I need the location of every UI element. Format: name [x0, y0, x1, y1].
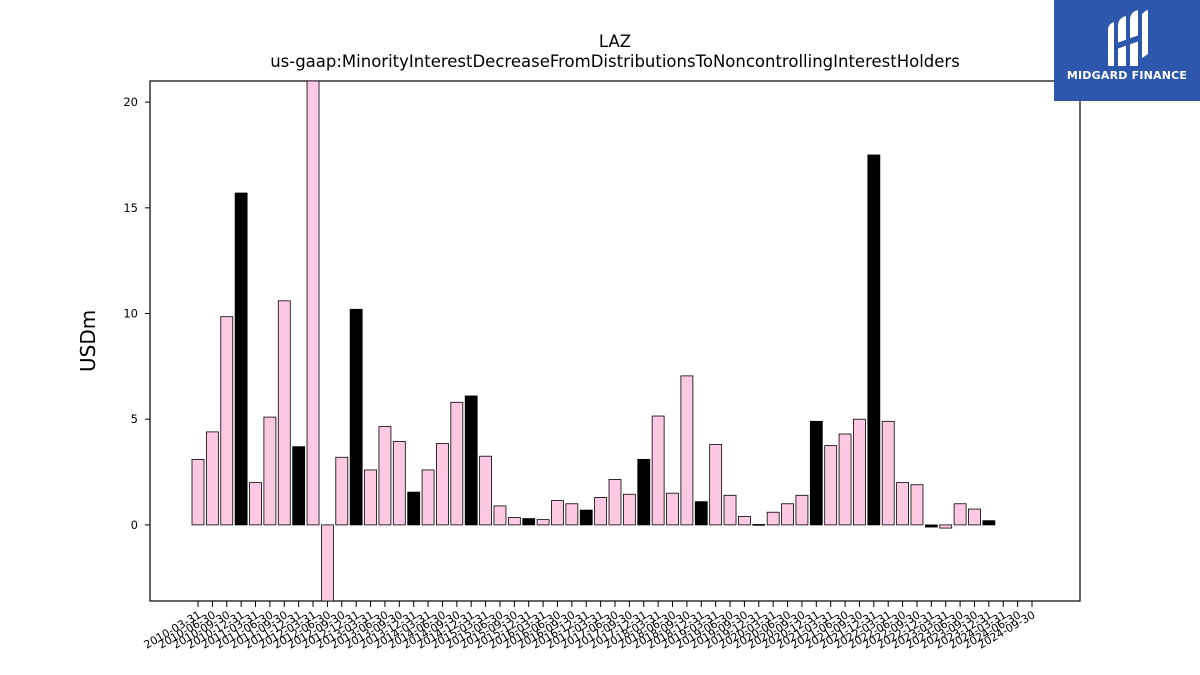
- y-tick-label: 10: [123, 307, 138, 321]
- y-tick-label: 15: [123, 201, 138, 215]
- bar: [651, 415, 665, 526]
- bar: [450, 401, 464, 526]
- bar: [551, 500, 564, 526]
- bar: [881, 420, 895, 526]
- bar: [565, 503, 579, 526]
- bar: [220, 316, 234, 526]
- bar: [292, 446, 306, 526]
- bar: [853, 418, 866, 526]
- bar: [421, 469, 435, 526]
- bar: [766, 511, 780, 526]
- bar: [709, 444, 723, 526]
- bar: [277, 300, 291, 526]
- bar: [191, 458, 205, 526]
- bar: [579, 509, 593, 526]
- bar: [392, 441, 406, 526]
- bar: [824, 445, 838, 526]
- bar: [234, 192, 248, 526]
- bar: [637, 458, 651, 526]
- bar: [666, 492, 679, 526]
- chart-subtitle: us-gaap:MinorityInterestDecreaseFromDist…: [270, 52, 960, 71]
- bar: [493, 505, 507, 526]
- bar: [809, 420, 823, 526]
- bar: [752, 524, 766, 526]
- y-tick-label: 0: [131, 518, 138, 532]
- bar: [321, 524, 334, 602]
- bar: [306, 80, 320, 526]
- bar: [335, 456, 349, 526]
- bar: [838, 433, 852, 526]
- bar: [795, 494, 809, 526]
- bar: [723, 494, 737, 526]
- bar: [522, 518, 536, 526]
- bar: [608, 479, 622, 526]
- bar: [622, 493, 636, 526]
- bar: [436, 443, 449, 526]
- chart-title: LAZ: [598, 32, 632, 51]
- bar: [924, 524, 938, 528]
- bar: [594, 497, 608, 526]
- midgard-logo-icon: [1108, 10, 1148, 66]
- bar: [867, 154, 881, 526]
- bar: [896, 482, 909, 526]
- bar: [953, 503, 967, 526]
- brand-name: MIDGARD FINANCE: [1066, 69, 1188, 82]
- bar: [680, 375, 694, 526]
- y-tick-label: 5: [131, 412, 138, 426]
- y-axis-label: USDm: [76, 309, 100, 372]
- bar: [536, 519, 550, 526]
- bar: [738, 516, 751, 526]
- bar: [910, 484, 924, 526]
- bar: [464, 395, 478, 526]
- bar: [694, 501, 708, 526]
- bar: [378, 426, 392, 526]
- bar: [205, 431, 219, 526]
- bar: [982, 520, 996, 526]
- bar: [939, 524, 953, 529]
- bar: [263, 416, 277, 526]
- bar: [479, 455, 492, 526]
- bar: [364, 469, 377, 526]
- bar: [349, 308, 363, 526]
- y-tick-label: 20: [123, 95, 138, 109]
- bar: [249, 482, 262, 526]
- bar: [968, 508, 981, 526]
- brand-logo: MIDGARD FINANCE: [1054, 0, 1200, 101]
- bar: [407, 491, 421, 526]
- bar: [507, 517, 521, 526]
- bar: [781, 503, 794, 526]
